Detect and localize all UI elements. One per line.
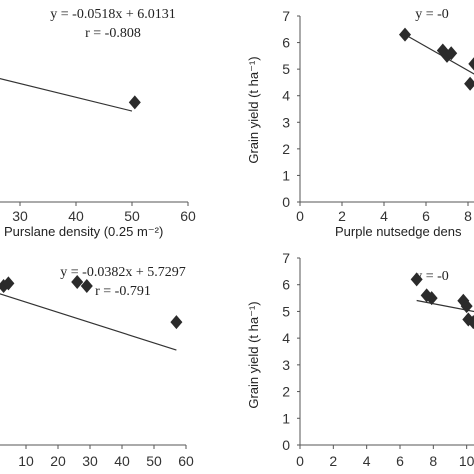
- x-tick-label: 50: [124, 208, 140, 224]
- data-point: [410, 272, 423, 287]
- x-tick-label: 60: [178, 453, 194, 469]
- y-tick-label: 4: [282, 330, 290, 346]
- y-tick-label: 5: [282, 303, 290, 319]
- regression-equation: y = -0.0518x + 6.0131: [50, 7, 175, 22]
- y-tick-label: 3: [282, 114, 290, 130]
- x-tick-label: 40: [114, 453, 130, 469]
- y-axis-label: Grain yield (t ha⁻¹): [246, 56, 261, 163]
- y-tick-label: 7: [282, 8, 290, 24]
- data-point: [2, 276, 15, 291]
- y-tick-label: 4: [282, 88, 290, 104]
- panel-4: 02468101201234567Grain yield (t ha⁻¹)y =…: [246, 250, 474, 469]
- data-point: [464, 76, 474, 91]
- x-tick-label: 60: [180, 208, 196, 224]
- x-axis-label: Purple nutsedge dens: [335, 224, 462, 239]
- regression-equation: y = -0: [415, 269, 449, 284]
- y-tick-label: 6: [282, 277, 290, 293]
- x-tick-label: 30: [12, 208, 28, 224]
- data-point: [460, 299, 473, 314]
- x-tick-label: 6: [422, 208, 430, 224]
- data-point: [71, 275, 84, 290]
- data-point: [80, 279, 93, 294]
- y-tick-label: 5: [282, 61, 290, 77]
- data-point: [468, 57, 474, 71]
- x-tick-label: 4: [363, 453, 371, 469]
- x-tick-label: 10: [18, 453, 34, 469]
- x-tick-label: 10: [459, 453, 474, 469]
- x-tick-label: 50: [146, 453, 162, 469]
- x-tick-label: 6: [396, 453, 404, 469]
- x-tick-label: 8: [429, 453, 437, 469]
- regression-equation: y = -0.0382x + 5.7297: [60, 265, 185, 280]
- y-tick-label: 7: [282, 250, 290, 266]
- x-tick-label: 40: [68, 208, 84, 224]
- data-point: [425, 291, 438, 306]
- data-point: [467, 315, 474, 330]
- x-tick-label: 20: [50, 453, 66, 469]
- data-point: [445, 46, 458, 61]
- data-point: [399, 27, 411, 42]
- trend-line: [0, 77, 133, 112]
- correlation-coefficient: r = -0.791: [95, 284, 151, 299]
- x-tick-label: 2: [338, 208, 346, 224]
- x-tick-label: 0: [296, 208, 304, 224]
- x-tick-label: 0: [296, 453, 304, 469]
- x-axis-label: Purslane density (0.25 m⁻²): [4, 224, 163, 239]
- correlation-coefficient: r = -0.808: [85, 26, 141, 41]
- y-tick-label: 6: [282, 35, 290, 51]
- y-tick-label: 0: [282, 194, 290, 210]
- panel-2: 0 2 4 6 8 0 1 2 3 4 5 6 7 Purple nutsedge dens Grain y…: [246, 7, 474, 239]
- regression-equation: y = -0: [415, 7, 449, 22]
- trend-line: [404, 34, 474, 75]
- y-tick-label: 2: [282, 384, 290, 400]
- x-tick-label: 4: [380, 208, 388, 224]
- panel-1: 304050600Purslane density (0.25 m⁻²)y = …: [0, 7, 196, 239]
- y-tick-label: 1: [282, 410, 290, 426]
- y-tick-label: 3: [282, 357, 290, 373]
- data-point: [128, 95, 141, 110]
- trend-line: [0, 293, 177, 351]
- y-tick-label: 0: [282, 437, 290, 453]
- y-tick-label: 1: [282, 167, 290, 183]
- trend-line: [416, 299, 474, 313]
- y-tick-label: 2: [282, 141, 290, 157]
- x-tick-label: 2: [329, 453, 337, 469]
- data-point: [170, 315, 183, 330]
- x-tick-label: 8: [464, 208, 472, 224]
- x-tick-label: 30: [82, 453, 98, 469]
- y-axis-label: Grain yield (t ha⁻¹): [246, 301, 261, 408]
